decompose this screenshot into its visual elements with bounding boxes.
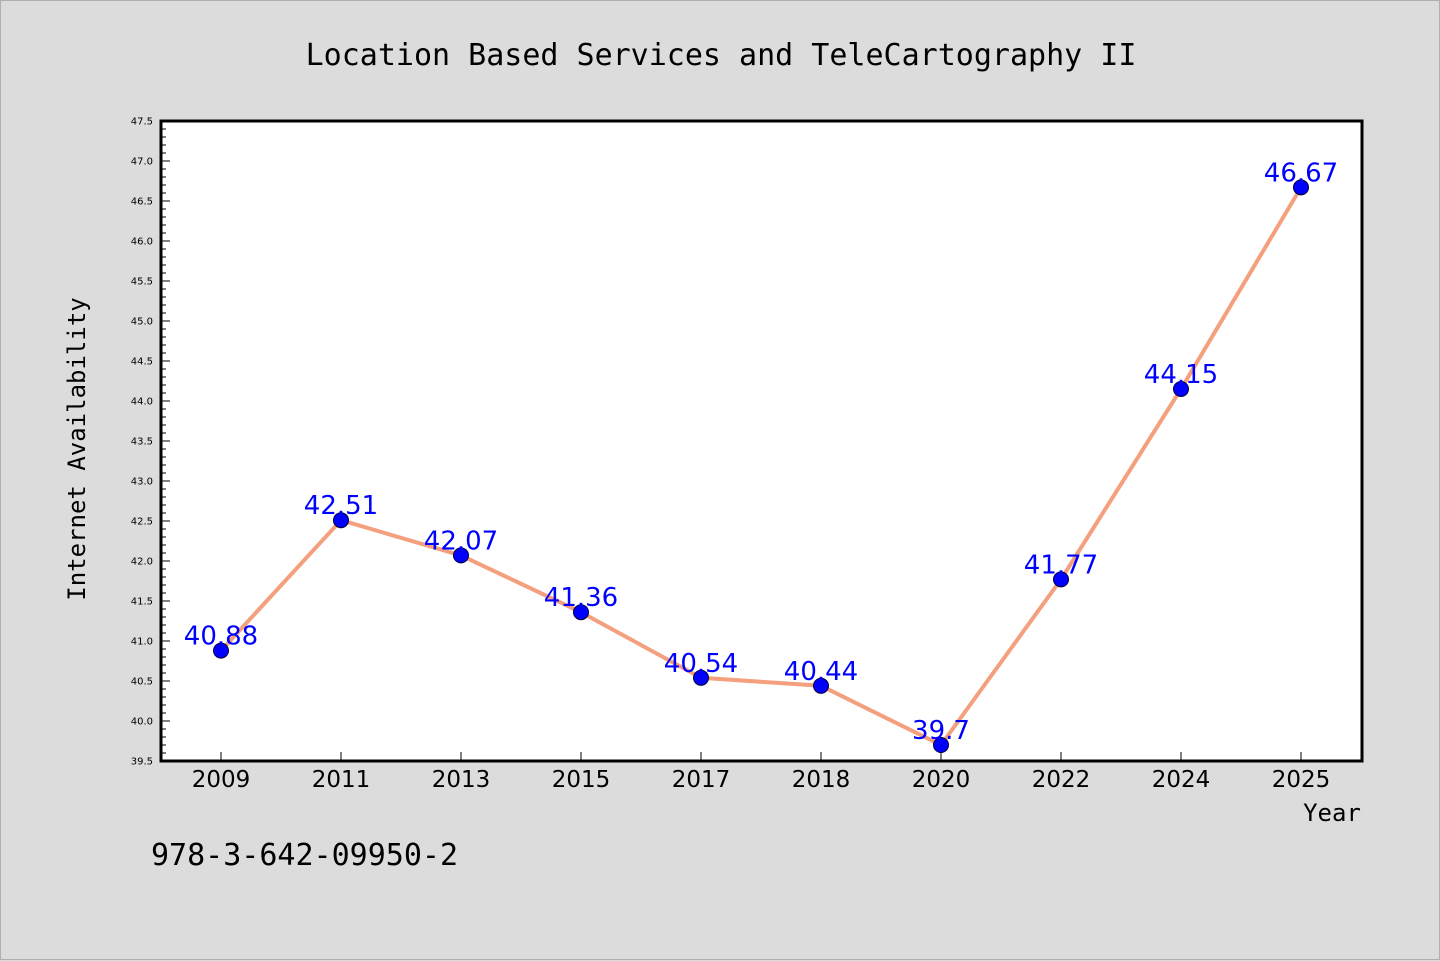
data-point	[1293, 179, 1309, 196]
series-markers	[213, 179, 1309, 753]
y-tick-label: 42.0	[131, 557, 153, 568]
data-point	[693, 669, 709, 686]
data-label: 40.88	[184, 622, 258, 652]
x-tick-label: 2015	[552, 767, 611, 793]
data-label: 44.15	[1144, 360, 1218, 390]
data-label: 40.44	[784, 657, 858, 687]
y-tick-label: 47.5	[131, 117, 153, 128]
isbn-footer: 978-3-642-09950-2	[151, 838, 458, 873]
y-tick-label: 45.0	[131, 317, 153, 328]
y-axis: 39.5 40.0 40.5 41.0 41.5 42.0 42.5 43.0 43.5 44.0…	[131, 117, 170, 768]
data-point	[933, 737, 949, 753]
x-tick-label: 2025	[1272, 767, 1331, 793]
data-label: 42.07	[424, 526, 498, 556]
data-label: 40.54	[664, 649, 738, 679]
y-tick-label: 41.5	[131, 597, 153, 608]
y-tick-label: 40.5	[131, 677, 153, 688]
y-tick-label: 45.5	[131, 277, 153, 288]
data-point	[333, 512, 349, 529]
data-label: 46.67	[1264, 158, 1338, 188]
data-point	[213, 642, 229, 659]
x-tick-label: 2022	[1032, 767, 1091, 793]
data-label: 41.36	[544, 583, 618, 613]
data-label: 41.77	[1024, 550, 1098, 580]
x-tick-label: 2020	[912, 767, 971, 793]
data-label: 42.51	[304, 491, 378, 521]
y-axis-label: Internet Availability	[63, 297, 91, 600]
plot-area	[159, 119, 1364, 763]
y-tick-label: 43.5	[131, 437, 153, 448]
y-tick-label: 47.0	[131, 157, 153, 168]
data-point	[453, 547, 469, 564]
data-labels: 40.88 42.51 42.07 41.36 40.54 40.44 39.7 41.77 4…	[184, 158, 1338, 746]
series-line	[219, 186, 1303, 747]
y-tick-label: 44.5	[131, 357, 153, 368]
y-tick-label: 46.5	[131, 197, 153, 208]
x-tick-label: 2011	[312, 767, 371, 793]
x-tick-label: 2018	[792, 767, 851, 793]
y-tick-label: 39.5	[131, 757, 153, 768]
y-tick-label: 42.5	[131, 517, 153, 528]
y-tick-label: 44.0	[131, 397, 153, 408]
data-point	[1053, 571, 1069, 588]
y-tick-label: 41.0	[131, 637, 153, 648]
y-tick-label: 46.0	[131, 237, 153, 248]
data-label: 39.7	[912, 716, 970, 746]
y-tick-label: 40.0	[131, 717, 153, 728]
x-tick-label: 2009	[192, 767, 251, 793]
chart-title: Location Based Services and TeleCartogra…	[306, 38, 1137, 73]
data-point	[573, 604, 589, 621]
x-tick-label: 2017	[672, 767, 731, 793]
data-point	[1173, 381, 1189, 397]
data-point	[813, 677, 829, 694]
y-tick-label: 43.0	[131, 477, 153, 488]
x-tick-label: 2013	[432, 767, 491, 793]
x-axis-label: Year	[1303, 799, 1361, 827]
x-tick-label: 2024	[1152, 767, 1211, 793]
x-axis: 2009 2011 2013 2015 2017 2018 2020 2022 2024 2025	[192, 752, 1331, 793]
